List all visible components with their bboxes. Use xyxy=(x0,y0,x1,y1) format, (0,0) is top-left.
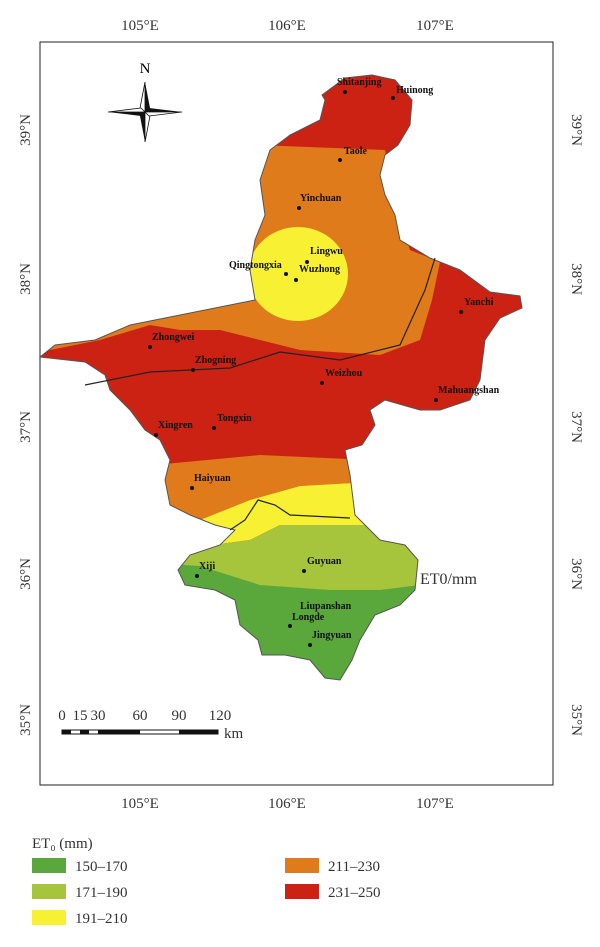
station-dot xyxy=(459,310,463,314)
station-label: Wuzhong xyxy=(299,264,340,275)
station-dot xyxy=(191,368,195,372)
station-dot xyxy=(391,96,395,100)
zone xyxy=(248,227,348,321)
station-dot xyxy=(302,569,306,573)
station-label: Liupanshan xyxy=(300,601,352,612)
station-label: Longde xyxy=(292,612,325,623)
legend-swatch xyxy=(32,910,66,925)
lat-tick-label: 38°N xyxy=(18,263,34,295)
zone-label: ET0/mm xyxy=(420,571,477,588)
legend-swatch xyxy=(32,858,66,873)
legend-label: 191–210 xyxy=(75,911,128,927)
lat-tick-label: 39°N xyxy=(18,114,34,146)
station-label: Tongxin xyxy=(217,413,252,424)
station-dot xyxy=(305,260,309,264)
boundary-line xyxy=(84,257,436,386)
station-dot xyxy=(190,486,194,490)
station-dot xyxy=(212,426,216,430)
station-label: Xingren xyxy=(158,420,193,431)
lat-tick-label: 38°N xyxy=(568,263,584,295)
lon-tick-label: 105°E xyxy=(121,796,159,812)
station-label: Xiji xyxy=(199,561,215,572)
station-label: Zhogning xyxy=(195,355,236,366)
station-label: Zhongwei xyxy=(152,332,194,343)
lat-tick-label: 35°N xyxy=(18,704,34,736)
station-dot xyxy=(154,433,158,437)
lat-tick-label: 37°N xyxy=(568,411,584,443)
scale-label: 120 xyxy=(209,708,232,724)
legend-label: 171–190 xyxy=(75,885,128,901)
station-label: Taole xyxy=(344,146,368,157)
legend-swatch xyxy=(285,858,319,873)
scale-label: 30 xyxy=(91,708,106,724)
station-label: Weizhou xyxy=(325,368,363,379)
legend-swatch xyxy=(285,884,319,899)
lon-tick-label: 105°E xyxy=(121,18,159,34)
boundary-line xyxy=(229,499,351,531)
station-label: Shitanjing xyxy=(337,77,381,88)
lon-tick-label: 106°E xyxy=(268,18,306,34)
station-dot xyxy=(148,345,152,349)
station-dot xyxy=(343,90,347,94)
legend-label: 211–230 xyxy=(328,859,380,875)
scale-label: 0 xyxy=(58,708,66,724)
lat-tick-label: 39°N xyxy=(568,114,584,146)
scale-label: 15 xyxy=(73,708,88,724)
station-dot xyxy=(320,381,324,385)
station-dot xyxy=(195,574,199,578)
station-label: Yinchuan xyxy=(300,193,342,204)
scale-label: 90 xyxy=(172,708,187,724)
station-dot xyxy=(308,643,312,647)
station-label: Huinong xyxy=(396,85,433,96)
lat-tick-label: 37°N xyxy=(18,411,34,443)
lon-tick-label: 107°E xyxy=(416,18,454,34)
station-label: Lingwu xyxy=(310,246,343,257)
lon-tick-label: 106°E xyxy=(268,796,306,812)
legend-label: 150–170 xyxy=(75,859,128,875)
station-dot xyxy=(294,278,298,282)
station-dot xyxy=(288,624,292,628)
station-label: Mahuangshan xyxy=(438,385,500,396)
north-label: N xyxy=(140,61,151,77)
lat-tick-label: 36°N xyxy=(18,558,34,590)
station-label: Qingtongxia xyxy=(229,260,282,271)
legend-swatch xyxy=(32,884,66,899)
station-label: Yanchi xyxy=(464,297,494,308)
station-label: Haiyuan xyxy=(194,473,231,484)
lat-tick-label: 36°N xyxy=(568,558,584,590)
station-dot xyxy=(297,206,301,210)
scale-unit: km xyxy=(224,726,244,742)
lat-tick-label: 35°N xyxy=(568,704,584,736)
station-dot xyxy=(338,158,342,162)
legend-label: 231–250 xyxy=(328,885,381,901)
lon-tick-label: 107°E xyxy=(416,796,454,812)
north-arrow: N xyxy=(107,61,183,143)
station-label: Jingyuan xyxy=(312,630,352,641)
legend-title: ET₀ (mm) xyxy=(32,836,93,852)
station-dot xyxy=(434,398,438,402)
scale-label: 60 xyxy=(133,708,148,724)
station-label: Guyuan xyxy=(307,556,342,567)
scale-bar xyxy=(61,729,219,735)
station-dot xyxy=(284,272,288,276)
